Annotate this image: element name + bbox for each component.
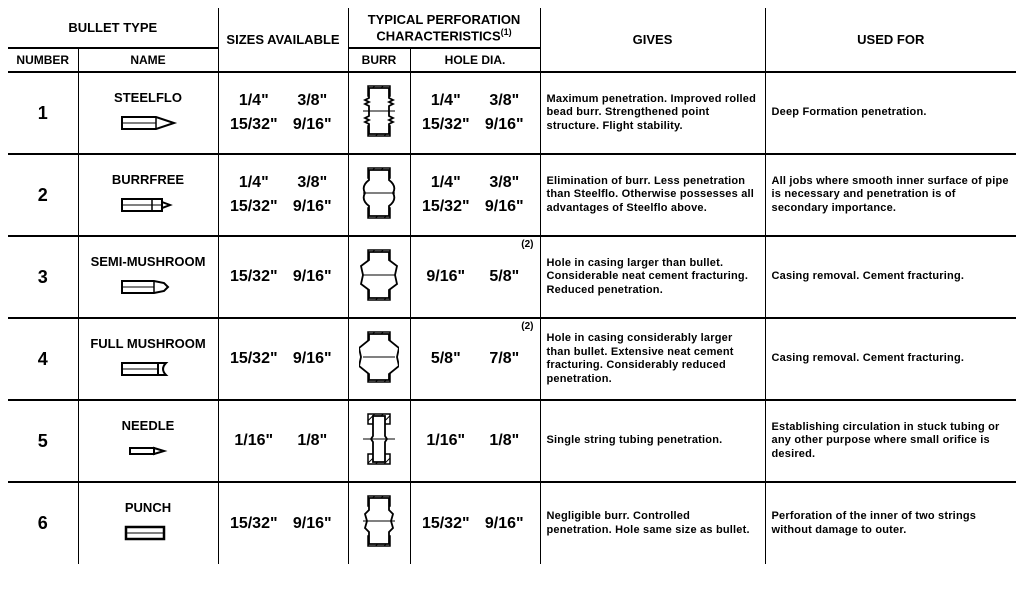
cell-number: 6 xyxy=(8,482,78,564)
cell-number: 1 xyxy=(8,72,78,154)
cell-gives: Hole in casing considerably larger than … xyxy=(540,318,765,400)
cell-used-for: All jobs where smooth inner surface of p… xyxy=(765,154,1016,236)
cell-gives: Elimination of burr. Less penetration th… xyxy=(540,154,765,236)
burr-cross-section-icon xyxy=(355,84,404,143)
cell-hole-dia: 15/32"9/16" xyxy=(410,482,540,564)
cell-gives: Hole in casing larger than bullet. Consi… xyxy=(540,236,765,318)
bullet-type-table: BULLET TYPE SIZES AVAILABLE TYPICAL PERF… xyxy=(8,8,1016,564)
burr-cross-section-icon xyxy=(355,412,404,471)
header-name: NAME xyxy=(78,48,218,72)
cell-number: 5 xyxy=(8,400,78,482)
cell-name: FULL MUSHROOM xyxy=(78,318,218,400)
cell-hole-dia: 1/4"3/8"15/32"9/16" xyxy=(410,72,540,154)
cell-name: BURRFREE xyxy=(78,154,218,236)
burr-cross-section-icon xyxy=(355,248,404,307)
cell-gives: Maximum penetration. Improved rolled bea… xyxy=(540,72,765,154)
cell-number: 2 xyxy=(8,154,78,236)
header-used: USED FOR xyxy=(765,8,1016,72)
table-body: 1 STEELFLO 1/4"3/8"15/32"9/16" 1/4"3/8"1… xyxy=(8,72,1016,564)
cell-sizes: 15/32"9/16" xyxy=(218,318,348,400)
cell-gives: Single string tubing penetration. xyxy=(540,400,765,482)
cell-hole-dia: (2)9/16"5/8" xyxy=(410,236,540,318)
cell-name: NEEDLE xyxy=(78,400,218,482)
header-sizes: SIZES AVAILABLE xyxy=(218,8,348,72)
cell-name: PUNCH xyxy=(78,482,218,564)
cell-name: SEMI-MUSHROOM xyxy=(78,236,218,318)
cell-sizes: 1/4"3/8"15/32"9/16" xyxy=(218,72,348,154)
cell-burr xyxy=(348,318,410,400)
cell-sizes: 15/32"9/16" xyxy=(218,482,348,564)
header-burr: BURR xyxy=(348,48,410,72)
cell-gives: Negligible burr. Controlled penetration.… xyxy=(540,482,765,564)
header-hole: HOLE DIA. xyxy=(410,48,540,72)
cell-hole-dia: (2)5/8"7/8" xyxy=(410,318,540,400)
cell-used-for: Casing removal. Cement fracturing. xyxy=(765,236,1016,318)
header-gives: GIVES xyxy=(540,8,765,72)
cell-number: 4 xyxy=(8,318,78,400)
header-number: NUMBER xyxy=(8,48,78,72)
table-row: 4 FULL MUSHROOM 15/32"9/16" (2)5/8"7/8" … xyxy=(8,318,1016,400)
burr-cross-section-icon xyxy=(355,330,404,389)
cell-sizes: 1/16"1/8" xyxy=(218,400,348,482)
table-header: BULLET TYPE SIZES AVAILABLE TYPICAL PERF… xyxy=(8,8,1016,72)
table-row: 2 BURRFREE 1/4"3/8"15/32"9/16" 1/4"3/8"1… xyxy=(8,154,1016,236)
bullet-shape-icon xyxy=(85,355,212,383)
cell-sizes: 1/4"3/8"15/32"9/16" xyxy=(218,154,348,236)
cell-used-for: Deep Formation penetration. xyxy=(765,72,1016,154)
burr-cross-section-icon xyxy=(355,166,404,225)
cell-number: 3 xyxy=(8,236,78,318)
cell-burr xyxy=(348,236,410,318)
bullet-shape-icon xyxy=(85,437,212,465)
cell-burr xyxy=(348,400,410,482)
bullet-shape-icon xyxy=(85,109,212,137)
table-row: 6 PUNCH 15/32"9/16" 15/32"9/16" Negligib… xyxy=(8,482,1016,564)
header-bullet-type: BULLET TYPE xyxy=(8,8,218,48)
cell-burr xyxy=(348,72,410,154)
cell-burr xyxy=(348,482,410,564)
bullet-shape-icon xyxy=(85,273,212,301)
bullet-shape-icon xyxy=(85,519,212,547)
cell-hole-dia: 1/4"3/8"15/32"9/16" xyxy=(410,154,540,236)
cell-name: STEELFLO xyxy=(78,72,218,154)
table-row: 5 NEEDLE 1/16"1/8" 1/16"1/8" Single stri… xyxy=(8,400,1016,482)
cell-used-for: Perforation of the inner of two strings … xyxy=(765,482,1016,564)
cell-used-for: Casing removal. Cement fracturing. xyxy=(765,318,1016,400)
header-perf: TYPICAL PERFORATION CHARACTERISTICS(1) xyxy=(348,8,540,48)
bullet-shape-icon xyxy=(85,191,212,219)
cell-sizes: 15/32"9/16" xyxy=(218,236,348,318)
cell-burr xyxy=(348,154,410,236)
table-row: 3 SEMI-MUSHROOM 15/32"9/16" (2)9/16"5/8"… xyxy=(8,236,1016,318)
cell-used-for: Establishing circulation in stuck tubing… xyxy=(765,400,1016,482)
burr-cross-section-icon xyxy=(355,494,404,553)
cell-hole-dia: 1/16"1/8" xyxy=(410,400,540,482)
table-row: 1 STEELFLO 1/4"3/8"15/32"9/16" 1/4"3/8"1… xyxy=(8,72,1016,154)
